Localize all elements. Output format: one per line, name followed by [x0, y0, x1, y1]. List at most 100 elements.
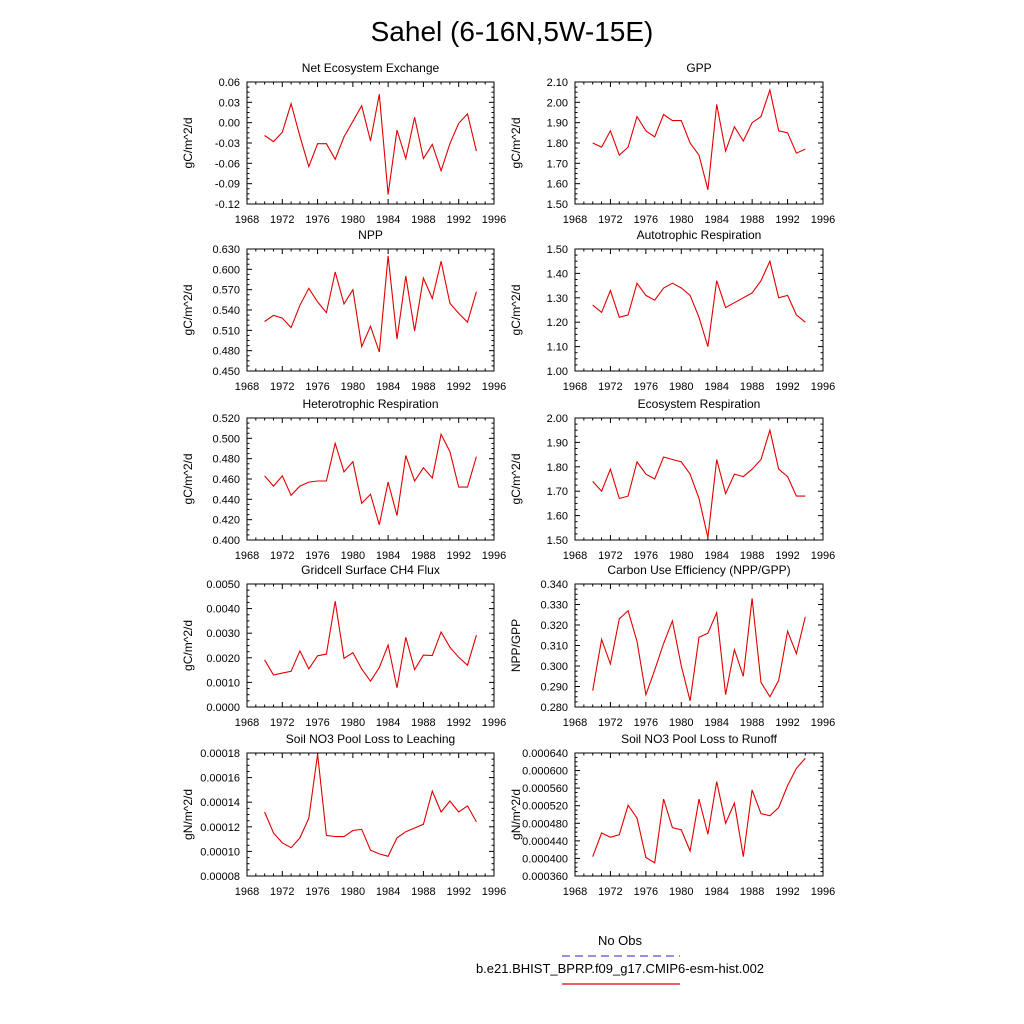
panel-npp: NPP gC/m^2/d 1968 1972 1976 1980 1984 1988 1992 1…	[181, 228, 506, 393]
x-tick-label: 1976	[634, 717, 658, 729]
panel-net-ecosystem-exchange: Net Ecosystem Exchange gC/m^2/d 1968 1972 19…	[181, 61, 506, 226]
panels-group: Net Ecosystem Exchange gC/m^2/d 1968 1972 19…	[181, 61, 835, 898]
y-tick-label: 0.00018	[200, 748, 240, 760]
x-tick-label: 1968	[563, 550, 587, 562]
x-tick-label: 1980	[341, 550, 365, 562]
y-tick-label: 0.540	[212, 305, 240, 317]
y-tick-label: 0.0000	[206, 702, 240, 714]
x-tick-label: 1968	[235, 717, 259, 729]
x-tick-label: 1996	[482, 717, 506, 729]
y-tick-label: 0.630	[212, 244, 240, 256]
panel-gpp: GPP gC/m^2/d 1968 1972 1976 1980 1984 1988 1992 1…	[509, 61, 835, 226]
y-tick-label: 0.0050	[206, 579, 240, 591]
panel-title: Heterotrophic Respiration	[302, 397, 438, 411]
y-tick-label: 0.480	[212, 346, 240, 358]
y-tick-label: 0.000440	[522, 836, 568, 848]
y-tick-label: 0.06	[219, 77, 240, 89]
y-axis-label: gN/m^2/d	[509, 789, 523, 840]
y-tick-label: 1.80	[547, 138, 568, 150]
y-tick-label: 1.70	[547, 486, 568, 498]
y-tick-label: 0.450	[212, 366, 240, 378]
y-tick-label: 0.420	[212, 515, 240, 527]
panel-title: NPP	[358, 228, 383, 242]
x-tick-label: 1984	[376, 886, 400, 898]
x-tick-label: 1992	[775, 550, 799, 562]
x-tick-label: 1984	[376, 717, 400, 729]
x-tick-label: 1968	[235, 886, 259, 898]
x-tick-label: 1968	[563, 381, 587, 393]
x-tick-label: 1972	[270, 214, 294, 226]
panel-ecosystem-respiration: Ecosystem Respiration gC/m^2/d 1968 1972 197…	[509, 397, 835, 562]
x-tick-label: 1972	[598, 886, 622, 898]
series-line	[264, 432, 477, 525]
y-tick-label: 0.500	[212, 433, 240, 445]
y-tick-label: 1.20	[547, 317, 568, 329]
x-tick-label: 1968	[235, 550, 259, 562]
y-tick-label: 0.0020	[206, 653, 240, 665]
x-tick-label: 1988	[740, 214, 764, 226]
x-tick-label: 1968	[235, 214, 259, 226]
x-tick-label: 1976	[305, 214, 329, 226]
y-tick-label: 0.340	[540, 579, 568, 591]
series-line	[264, 601, 477, 688]
y-tick-label: 1.40	[547, 268, 568, 280]
x-tick-label: 1988	[740, 550, 764, 562]
y-axis-label: gC/m^2/d	[181, 118, 195, 169]
y-tick-label: 1.30	[547, 293, 568, 305]
y-axis-label: gC/m^2/d	[509, 285, 523, 336]
x-tick-label: 1980	[669, 381, 693, 393]
x-tick-label: 1976	[634, 381, 658, 393]
y-tick-label: 1.50	[547, 199, 568, 211]
y-tick-label: 0.0010	[206, 677, 240, 689]
y-tick-label: 0.570	[212, 285, 240, 297]
y-tick-label: 0.600	[212, 264, 240, 276]
y-tick-label: 0.320	[540, 620, 568, 632]
x-tick-label: 1984	[704, 381, 728, 393]
x-tick-label: 1968	[563, 886, 587, 898]
y-tick-label: 2.10	[547, 77, 568, 89]
y-tick-label: 2.00	[547, 413, 568, 425]
x-tick-label: 1988	[411, 550, 435, 562]
y-tick-label: 1.80	[547, 462, 568, 474]
x-tick-label: 1980	[341, 381, 365, 393]
legend-label-model-run: b.e21.BHIST_BPRP.f09_g17.CMIP6-esm-hist.…	[476, 961, 764, 976]
series-line	[592, 428, 806, 538]
x-tick-label: 1992	[775, 886, 799, 898]
y-tick-label: 0.300	[540, 661, 568, 673]
x-tick-label: 1992	[446, 214, 470, 226]
x-tick-label: 1988	[411, 717, 435, 729]
series-line	[592, 757, 806, 864]
y-tick-label: 0.000520	[522, 801, 568, 813]
x-tick-label: 1980	[341, 214, 365, 226]
x-tick-label: 1968	[563, 717, 587, 729]
y-tick-label: -0.12	[215, 199, 240, 211]
y-tick-label: 0.00008	[200, 871, 240, 883]
panel-gridcell-surface-ch4-flux: Gridcell Surface CH4 Flux gC/m^2/d 1968 197…	[181, 563, 506, 729]
y-tick-label: 0.000640	[522, 748, 568, 760]
y-tick-label: 0.00012	[200, 822, 240, 834]
y-axis-label: gC/m^2/d	[181, 620, 195, 671]
x-tick-label: 1992	[446, 886, 470, 898]
series-line	[592, 598, 806, 702]
figure-title: Sahel (6-16N,5W-15E)	[371, 16, 654, 47]
y-tick-label: 0.440	[212, 494, 240, 506]
x-tick-label: 1984	[704, 550, 728, 562]
x-tick-label: 1976	[305, 886, 329, 898]
panel-title: Net Ecosystem Exchange	[302, 61, 440, 75]
x-tick-label: 1988	[411, 886, 435, 898]
x-tick-label: 1976	[634, 214, 658, 226]
y-tick-label: -0.09	[215, 179, 240, 191]
series-line	[264, 94, 477, 195]
y-tick-label: 0.03	[219, 97, 240, 109]
y-tick-label: 1.10	[547, 342, 568, 354]
x-tick-label: 1980	[341, 717, 365, 729]
x-tick-label: 1976	[305, 717, 329, 729]
panel-title: Carbon Use Efficiency (NPP/GPP)	[607, 563, 790, 577]
x-tick-label: 1972	[598, 381, 622, 393]
y-tick-label: 1.50	[547, 244, 568, 256]
x-tick-label: 1984	[376, 550, 400, 562]
x-tick-label: 1996	[482, 381, 506, 393]
x-tick-label: 1992	[775, 717, 799, 729]
x-tick-label: 1968	[563, 214, 587, 226]
